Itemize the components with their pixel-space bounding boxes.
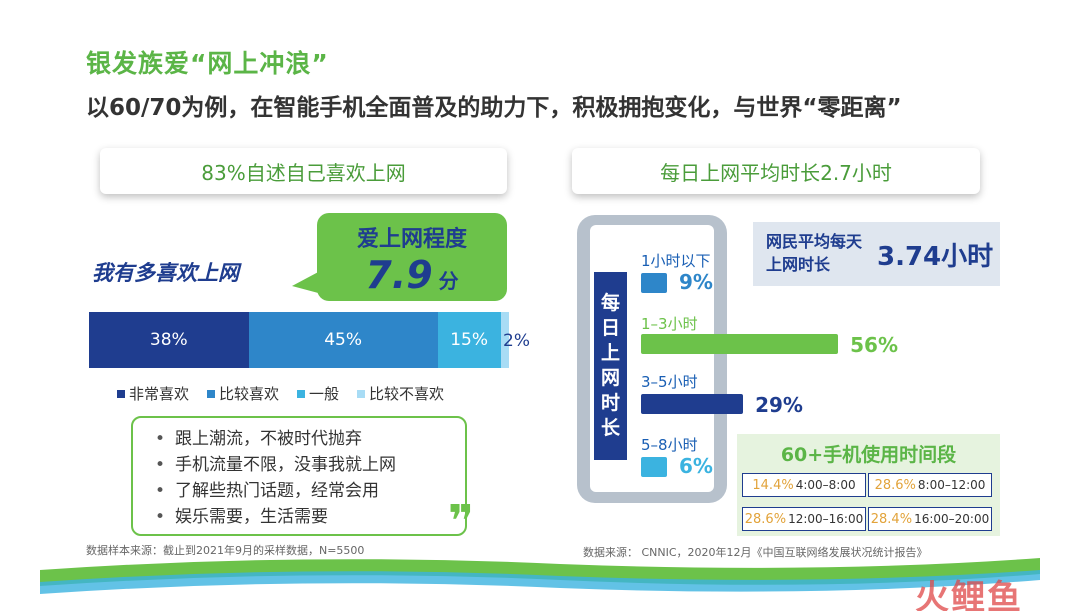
stack-last-label: 2% [503, 331, 530, 351]
stack-segment [500, 312, 509, 368]
period-pct: 28.4% [870, 511, 913, 527]
right-header: 每日上网平均时长2.7小时 [572, 148, 980, 194]
reason-item: 了解些热门话题，经常会用 [155, 478, 465, 504]
phone-label-char: 网 [600, 367, 620, 389]
legend-item: 比较不喜欢 [357, 383, 444, 404]
legend-swatch [207, 389, 216, 398]
period-pct: 28.6% [744, 511, 787, 527]
left-header: 83%自述自己喜欢上网 [100, 148, 507, 194]
phone-vertical-label: 每日上网时长 [594, 272, 627, 460]
time-bar-value: 29% [755, 393, 803, 417]
legend-item: 比较喜欢 [207, 383, 279, 404]
wave-decoration [40, 558, 1040, 594]
phone-label-char: 每 [600, 292, 620, 314]
time-bar [641, 334, 839, 354]
like-legend: 非常喜欢 比较喜欢 一般 比较不喜欢 [117, 383, 444, 404]
stack-segment: 38% [89, 312, 249, 368]
period-cell: 28.6% 8:00–12:00 [868, 473, 992, 497]
like-label: 我有多喜欢上网 [92, 261, 239, 285]
score-bubble: 爱上网程度 7.9 分 [317, 213, 507, 301]
legend-label: 非常喜欢 [129, 385, 190, 403]
quote-icon: ❞ [448, 496, 474, 547]
page-title: 银发族爱“网上冲浪” [86, 49, 329, 78]
bubble-value: 7.9 [365, 253, 433, 297]
time-category-label: 3–5小时 [641, 373, 698, 391]
source-right: 数据来源： CNNIC，2020年12月《中国互联网络发展状况统计报告》 [583, 546, 928, 559]
phone-label-char: 时 [600, 392, 620, 414]
reasons-list: 跟上潮流，不被时代抛弃手机流量不限，没事我就上网了解些热门话题，经常会用娱乐需要… [131, 416, 467, 536]
legend-label: 一般 [309, 385, 340, 403]
legend-swatch [297, 389, 306, 398]
time-category-label: 5–8小时 [641, 436, 698, 454]
phone-label-char: 日 [600, 317, 620, 339]
period-title: 60+手机使用时间段 [780, 444, 957, 466]
reason-item: 跟上潮流，不被时代抛弃 [155, 426, 465, 452]
period-cell: 28.4% 16:00–20:00 [868, 507, 992, 531]
legend-swatch [117, 389, 125, 398]
legend-label: 比较不喜欢 [369, 385, 445, 403]
avg-label: 网民平均每天上网时长 [766, 232, 863, 274]
time-bar [641, 457, 667, 477]
phone-label-char: 上 [600, 342, 620, 364]
avg-value: 3.74小时 [877, 242, 994, 272]
phone-label-char: 长 [600, 417, 620, 439]
like-stacked-bar: 38% 45% 15% [89, 312, 509, 368]
stack-segment: 15% [437, 312, 501, 368]
time-category-label: 1–3小时 [641, 315, 698, 333]
bubble-title: 爱上网程度 [356, 227, 467, 252]
time-bar-value: 6% [679, 454, 713, 478]
time-bar [641, 273, 667, 293]
reason-item: 娱乐需要，生活需要 [155, 504, 465, 530]
source-left: 数据样本来源：截止到2021年9月的采样数据，N=5500 [86, 544, 365, 557]
time-bar-value: 56% [850, 333, 898, 357]
period-range: 12:00–16:00 [788, 512, 864, 526]
legend-item: 非常喜欢 [117, 383, 189, 404]
legend-item: 一般 [297, 383, 339, 404]
reason-item: 手机流量不限，没事我就上网 [155, 452, 465, 478]
avg-box [753, 222, 1000, 286]
period-range: 8:00–12:00 [917, 478, 986, 492]
legend-label: 比较喜欢 [219, 385, 280, 403]
period-cell: 14.4% 4:00–8:00 [742, 473, 866, 497]
period-pct: 28.6% [874, 477, 916, 493]
watermark-logo: 火鲤鱼 [915, 578, 1023, 611]
period-cell: 28.6% 12:00–16:00 [742, 507, 866, 531]
period-range: 4:00–8:00 [795, 478, 856, 492]
time-category-label: 1小时以下 [641, 252, 711, 270]
time-bar-value: 9% [679, 270, 713, 294]
stack-segment: 45% [248, 312, 438, 368]
time-bar [641, 394, 744, 414]
page-subtitle: 以60/70为例，在智能手机全面普及的助力下，积极拥抱变化，与世界“零距离” [86, 95, 902, 121]
period-pct: 14.4% [752, 477, 794, 493]
bubble-unit: 分 [438, 269, 459, 293]
legend-swatch [357, 389, 366, 398]
period-range: 16:00–20:00 [914, 512, 990, 526]
